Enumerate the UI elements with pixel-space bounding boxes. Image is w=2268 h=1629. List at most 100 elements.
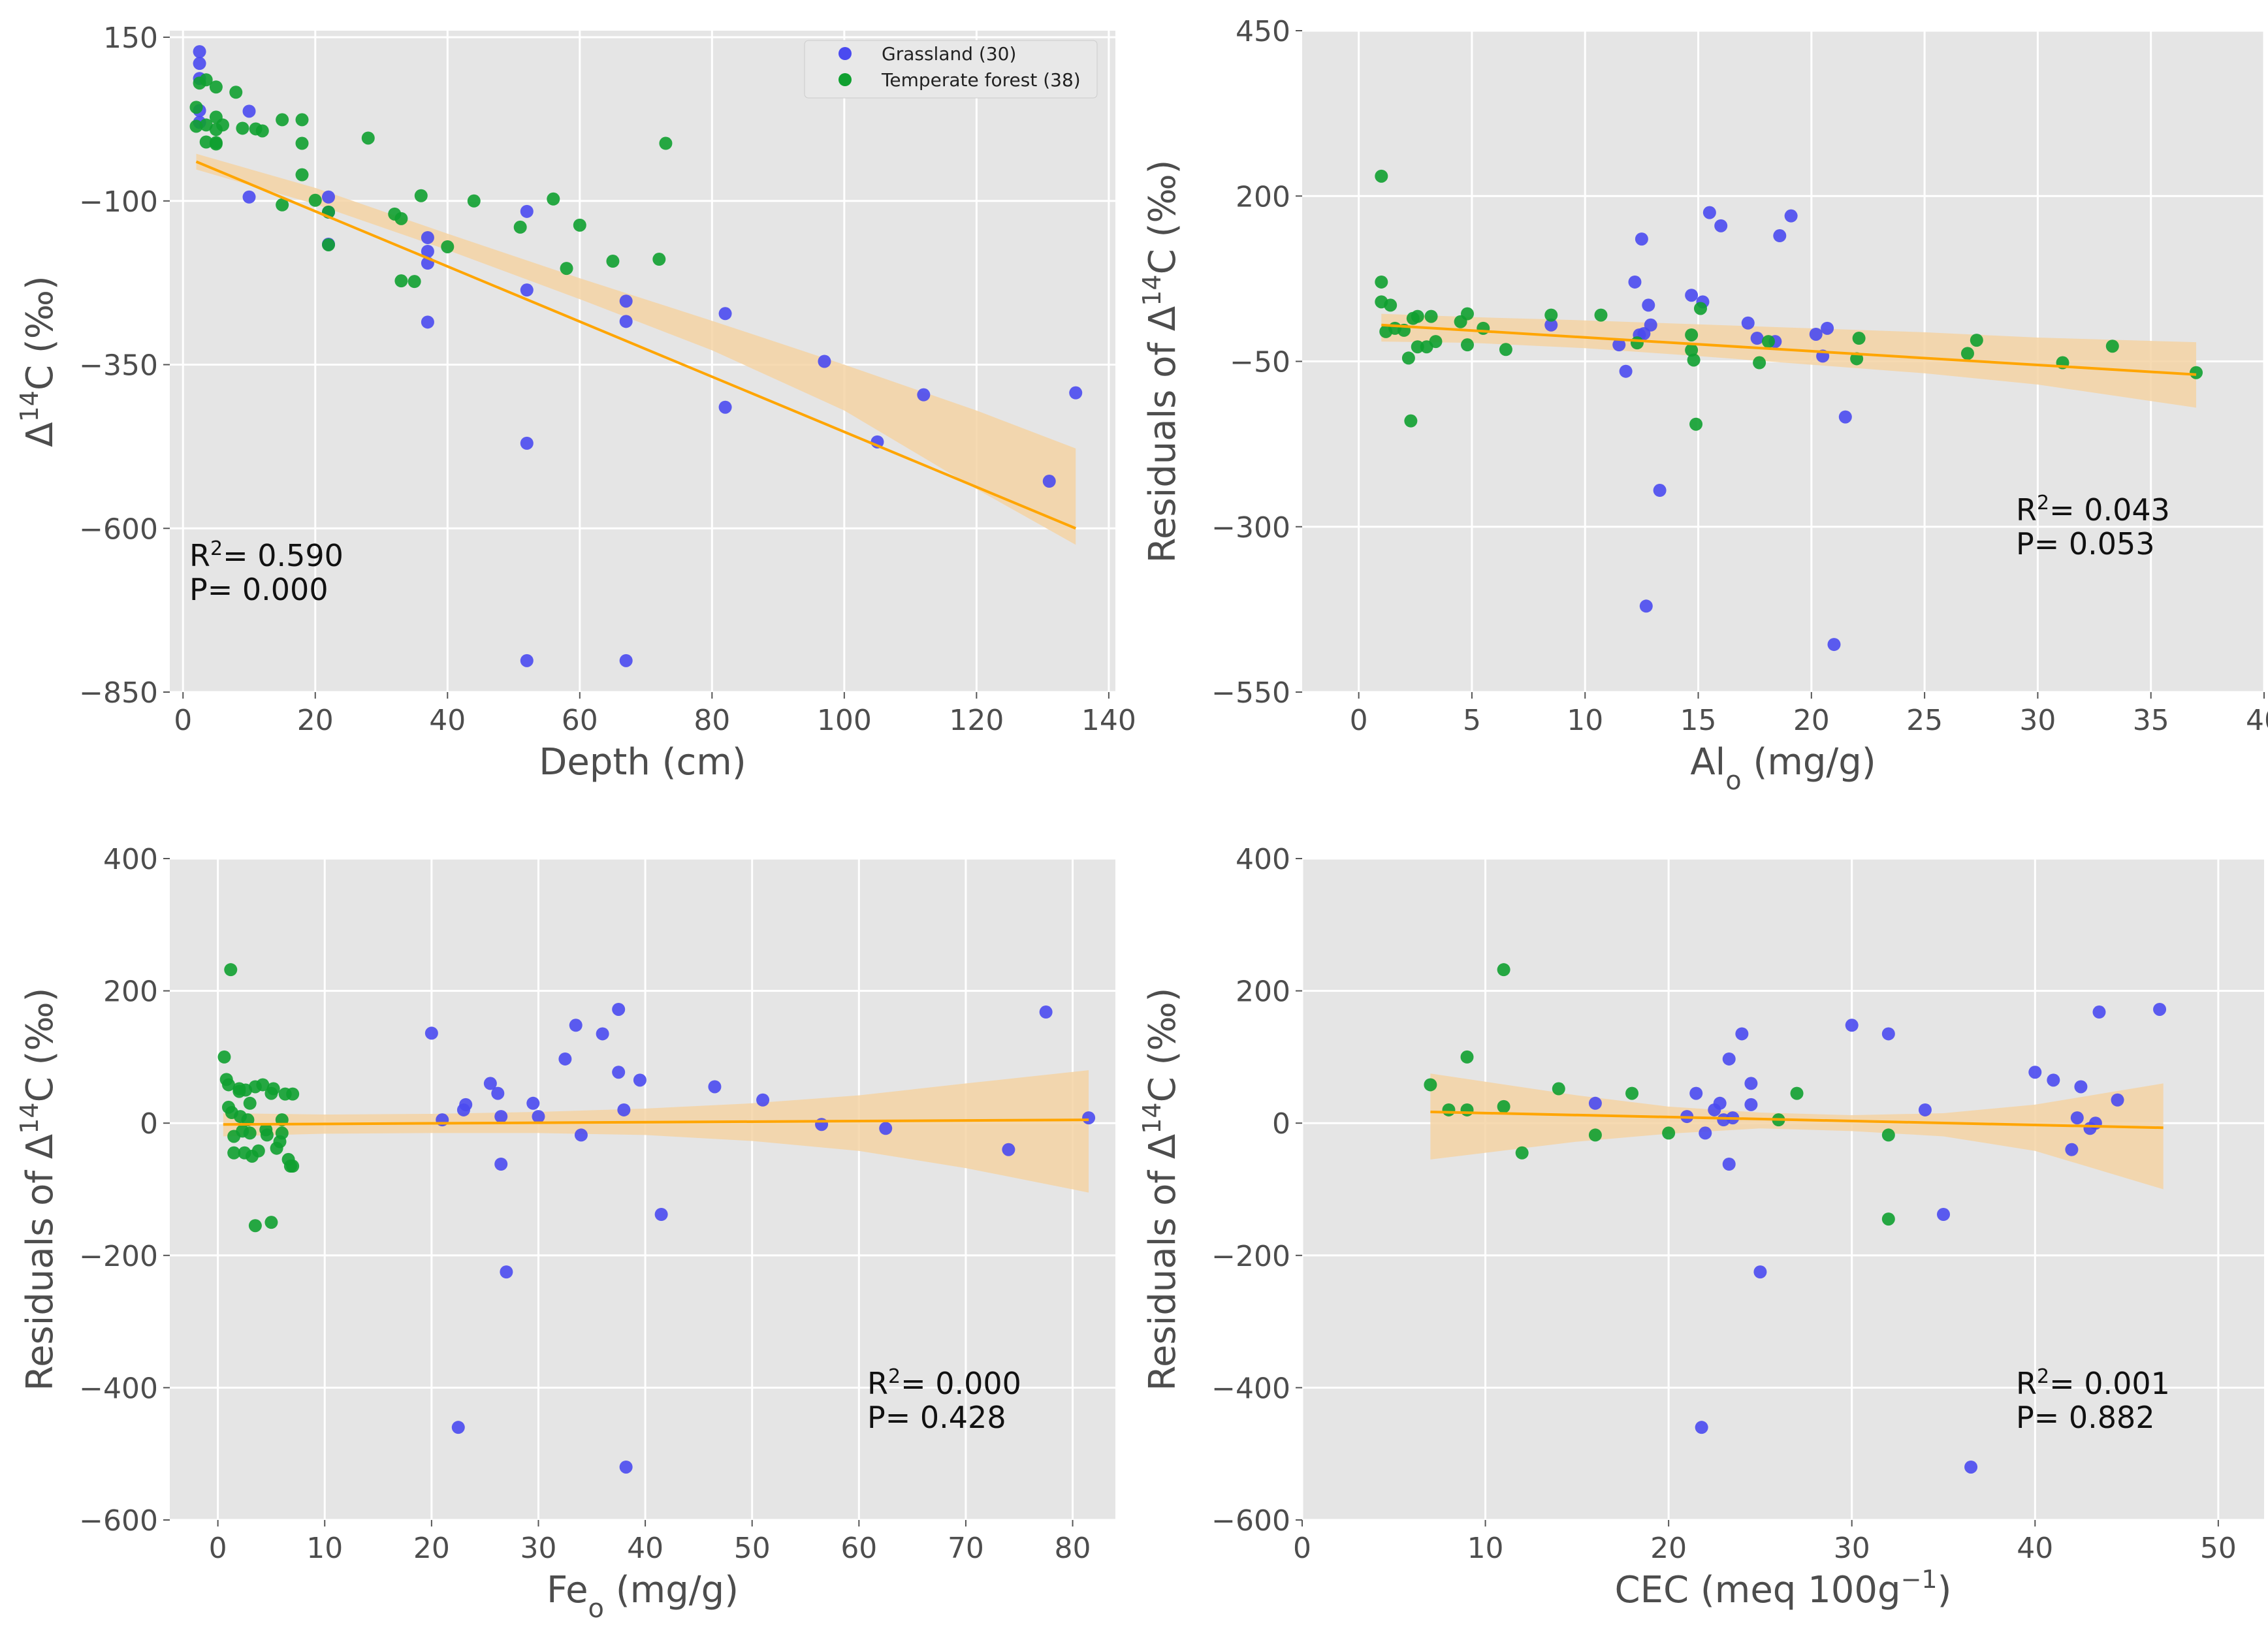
point-grassland — [1881, 1027, 1895, 1041]
fit-line — [223, 1118, 1089, 1126]
point-forest — [1411, 340, 1424, 354]
x-tick-label: 10 — [1467, 1532, 1504, 1565]
point-grassland — [2088, 1116, 2102, 1130]
point-forest — [276, 198, 289, 212]
y-axis-label: Residuals of Δ14C (‰) — [15, 988, 61, 1391]
point-forest — [652, 253, 666, 266]
r-squared-label: R2= 0.043 — [2016, 492, 2170, 528]
point-grassland — [574, 1128, 588, 1142]
point-grassland — [1069, 386, 1083, 400]
point-forest — [1594, 308, 1608, 322]
x-tick-label: 40 — [2017, 1532, 2053, 1565]
point-grassland — [1642, 298, 1655, 312]
point-grassland — [459, 1098, 473, 1111]
x-axis-label: CEC (meq 100g−1) — [1615, 1565, 1952, 1611]
point-grassland — [654, 1207, 668, 1221]
x-tick-label: 30 — [520, 1532, 556, 1565]
point-grassland — [2028, 1066, 2042, 1079]
point-grassland — [424, 1026, 438, 1040]
point-forest — [1685, 343, 1699, 357]
point-forest — [1687, 353, 1701, 367]
point-grassland — [617, 1103, 631, 1116]
point-grassland — [1588, 1096, 1602, 1110]
panel-alo: 0 5 10 15 20 25 30 35 40 450 200 −50 −300 −550 Alo (mg… — [1138, 15, 2268, 796]
x-tick-label: 60 — [840, 1532, 877, 1565]
point-forest — [251, 1144, 265, 1158]
point-grassland — [1918, 1103, 1932, 1116]
p-value-label: P= 0.428 — [867, 1400, 1006, 1435]
point-forest — [407, 275, 421, 289]
point-forest — [1970, 334, 1983, 347]
y-tick-label: 400 — [103, 843, 158, 876]
point-grassland — [718, 307, 732, 321]
point-grassland — [1827, 638, 1841, 652]
point-forest — [295, 168, 309, 182]
point-forest — [286, 1087, 300, 1101]
point-grassland — [520, 436, 534, 450]
plot-area — [170, 859, 1115, 1520]
point-forest — [189, 101, 203, 114]
point-grassland — [1653, 484, 1667, 498]
point-forest — [394, 212, 408, 225]
point-grassland — [1612, 338, 1626, 352]
point-forest — [1461, 338, 1475, 352]
point-grassland — [526, 1096, 540, 1110]
point-forest — [1497, 1099, 1510, 1113]
point-forest — [199, 135, 213, 149]
r-squared-label: R2= 0.590 — [189, 537, 343, 574]
point-forest — [260, 1128, 274, 1142]
point-forest — [264, 1216, 278, 1229]
point-forest — [2105, 340, 2119, 353]
legend-marker-forest — [839, 73, 852, 86]
y-tick-label: 0 — [1272, 1107, 1290, 1141]
point-forest — [209, 80, 223, 94]
point-forest — [1460, 1050, 1474, 1064]
point-forest — [1689, 417, 1703, 431]
point-grassland — [1639, 599, 1653, 613]
point-forest — [1401, 351, 1415, 365]
confidence-band — [223, 1070, 1089, 1193]
point-grassland — [242, 190, 256, 204]
point-grassland — [1699, 1126, 1712, 1140]
y-tick-label: −200 — [79, 1240, 158, 1273]
point-forest — [229, 86, 243, 99]
point-forest — [266, 1082, 280, 1096]
point-forest — [513, 220, 527, 234]
y-tick-label: −400 — [79, 1372, 158, 1405]
x-tick-label: 0 — [1293, 1532, 1311, 1565]
point-forest — [1693, 302, 1707, 315]
point-grassland — [1753, 1265, 1767, 1279]
x-tick-label: 20 — [413, 1532, 450, 1565]
point-forest — [189, 119, 203, 133]
point-grassland — [494, 1110, 508, 1124]
point-forest — [221, 1078, 235, 1092]
point-grassland — [917, 388, 931, 402]
y-tick-label: 200 — [103, 975, 158, 1009]
y-tick-label: −600 — [79, 513, 158, 546]
point-forest — [547, 192, 560, 206]
y-tick-label: −300 — [1211, 511, 1290, 545]
point-grassland — [612, 1002, 626, 1016]
confidence-band — [196, 153, 1076, 545]
point-grassland — [1685, 289, 1699, 302]
point-forest — [467, 194, 481, 208]
point-grassland — [1809, 327, 1823, 341]
plot-area — [1302, 859, 2264, 1520]
point-forest — [1881, 1128, 1895, 1142]
point-grassland — [1744, 1077, 1758, 1090]
point-grassland — [1689, 1086, 1703, 1100]
point-forest — [275, 1126, 289, 1140]
point-forest — [236, 121, 249, 135]
x-tick-label: 100 — [817, 704, 872, 737]
point-grassland — [1722, 1052, 1736, 1066]
y-tick-label: −200 — [1211, 1240, 1290, 1273]
p-value-label: P= 0.000 — [189, 572, 328, 607]
y-axis-label: Residuals of Δ14C (‰) — [1138, 988, 1184, 1391]
legend: Grassland (30) Temperate forest (38) — [804, 40, 1098, 99]
point-forest — [1477, 321, 1490, 335]
x-tick-label: 25 — [1906, 704, 1943, 737]
x-tick-label: 20 — [297, 704, 334, 737]
legend-label-forest: Temperate forest (38) — [881, 69, 1081, 91]
point-grassland — [520, 654, 534, 667]
point-grassland — [1702, 206, 1716, 219]
